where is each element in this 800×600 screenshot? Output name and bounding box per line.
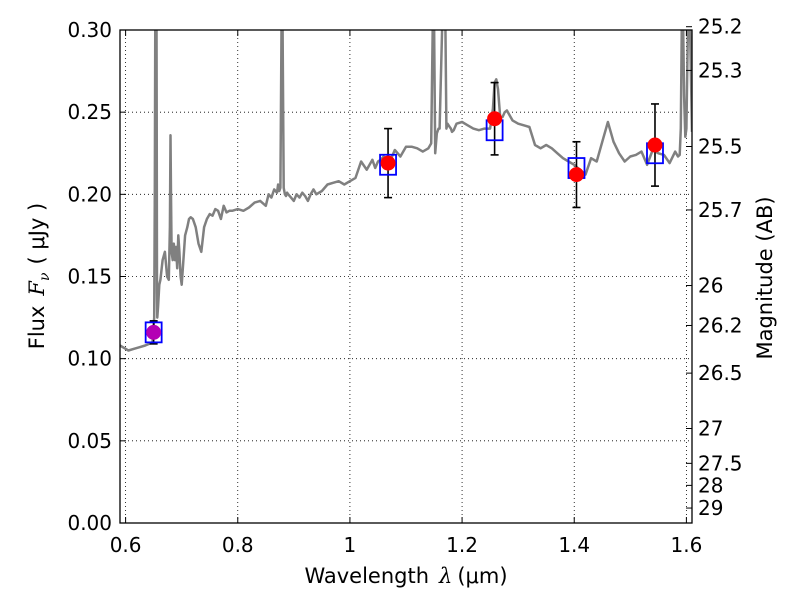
observed-photometry-markers [146, 111, 663, 340]
y-tick-label: 0.15 [67, 265, 112, 289]
observed-flux-point [380, 155, 396, 171]
observed-flux-point [487, 111, 503, 127]
magnitude-tick-label: 29 [698, 496, 723, 520]
model-spectrum [120, 30, 692, 352]
model-flux-square [379, 153, 397, 176]
y-axis-ticks: 0.00 0.05 0.10 0.15 0.20 0.25 0.30 [67, 18, 126, 535]
model-flux-square [144, 321, 163, 344]
y-axis-label: FluxFν( μJy ) [25, 203, 53, 349]
x-tick-label: 1.4 [558, 533, 590, 557]
magnitude-tick-label: 25.2 [698, 15, 743, 39]
magnitude-tick-label: 26 [698, 274, 723, 298]
magnitude-tick-label: 26.5 [698, 361, 743, 385]
plot-frame [119, 29, 693, 524]
y-tick-label: 0.30 [67, 18, 112, 42]
y-tick-label: 0.00 [67, 511, 112, 535]
y-tick-label: 0.25 [67, 100, 112, 124]
y-tick-label: 0.05 [67, 429, 112, 453]
y-tick-label: 0.10 [67, 347, 112, 371]
observed-flux-point [647, 137, 663, 153]
magnitude-tick-label: 25.5 [698, 135, 743, 159]
magnitude-tick-label: 27 [698, 417, 723, 441]
x-tick-label: 1 [344, 533, 357, 557]
model-photometry-markers [144, 119, 664, 344]
magnitude-tick-label: 25.7 [698, 198, 743, 222]
magnitude-tick-label: 25.3 [698, 58, 743, 82]
observed-flux-point [568, 167, 584, 183]
x-tick-label: 0.6 [110, 533, 142, 557]
x-axis-label: Wavelength λ (μm) [304, 564, 507, 588]
x-tick-label: 1.2 [446, 533, 478, 557]
magnitude-tick-label: 27.5 [698, 451, 743, 475]
magnitude-tick-label: 26.2 [698, 313, 743, 337]
grid [120, 29, 692, 524]
spectrum-line [120, 30, 692, 352]
magnitude-axis-label: Magnitude (AB) [753, 196, 777, 359]
x-tick-label: 0.8 [222, 533, 254, 557]
observed-flux-point [146, 324, 162, 340]
magnitude-tick-label: 28 [698, 473, 723, 497]
y-tick-label: 0.20 [67, 182, 112, 206]
x-tick-label: 1.6 [670, 533, 702, 557]
x-axis-ticks: 0.6 0.8 1 1.2 1.4 1.6 [110, 30, 702, 557]
